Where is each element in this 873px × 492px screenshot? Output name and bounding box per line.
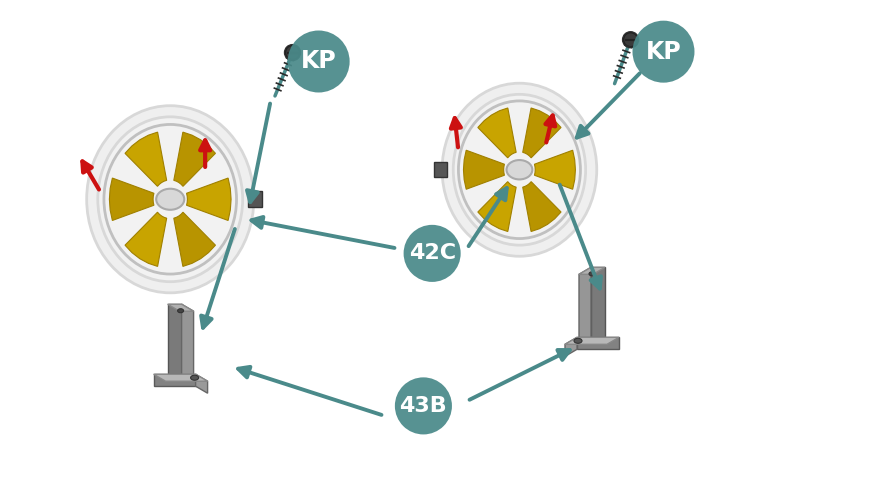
Text: 42C: 42C bbox=[409, 244, 456, 263]
Polygon shape bbox=[591, 267, 605, 338]
Polygon shape bbox=[565, 338, 619, 344]
Ellipse shape bbox=[156, 189, 184, 210]
Circle shape bbox=[395, 377, 452, 434]
Ellipse shape bbox=[448, 89, 591, 251]
Polygon shape bbox=[579, 267, 591, 344]
Polygon shape bbox=[434, 162, 447, 177]
Circle shape bbox=[285, 45, 300, 61]
Polygon shape bbox=[196, 374, 208, 393]
Polygon shape bbox=[464, 150, 505, 189]
Polygon shape bbox=[187, 178, 231, 220]
Polygon shape bbox=[182, 304, 194, 381]
Circle shape bbox=[285, 46, 299, 60]
Polygon shape bbox=[168, 304, 194, 311]
Circle shape bbox=[622, 31, 638, 48]
Ellipse shape bbox=[589, 272, 595, 276]
Polygon shape bbox=[109, 178, 154, 220]
Ellipse shape bbox=[177, 308, 183, 313]
Polygon shape bbox=[579, 267, 605, 275]
Ellipse shape bbox=[93, 111, 248, 287]
Polygon shape bbox=[125, 132, 167, 186]
Ellipse shape bbox=[190, 375, 198, 380]
Ellipse shape bbox=[574, 338, 582, 343]
Circle shape bbox=[623, 33, 637, 47]
Polygon shape bbox=[125, 212, 167, 266]
Polygon shape bbox=[175, 192, 255, 206]
Ellipse shape bbox=[506, 160, 533, 180]
Text: 43B: 43B bbox=[400, 396, 447, 416]
Polygon shape bbox=[534, 150, 575, 189]
Polygon shape bbox=[478, 182, 516, 232]
Polygon shape bbox=[478, 108, 516, 158]
Polygon shape bbox=[174, 132, 216, 186]
Polygon shape bbox=[168, 304, 182, 374]
Polygon shape bbox=[523, 182, 561, 232]
Text: KP: KP bbox=[646, 40, 681, 63]
Polygon shape bbox=[154, 374, 196, 386]
Polygon shape bbox=[174, 212, 216, 266]
Polygon shape bbox=[441, 163, 516, 176]
Polygon shape bbox=[565, 338, 577, 356]
Polygon shape bbox=[154, 374, 208, 381]
Polygon shape bbox=[523, 108, 561, 158]
Circle shape bbox=[287, 31, 350, 92]
Polygon shape bbox=[577, 338, 619, 349]
Text: KP: KP bbox=[301, 50, 336, 73]
Polygon shape bbox=[248, 191, 262, 207]
Circle shape bbox=[632, 21, 695, 83]
Circle shape bbox=[403, 225, 461, 282]
